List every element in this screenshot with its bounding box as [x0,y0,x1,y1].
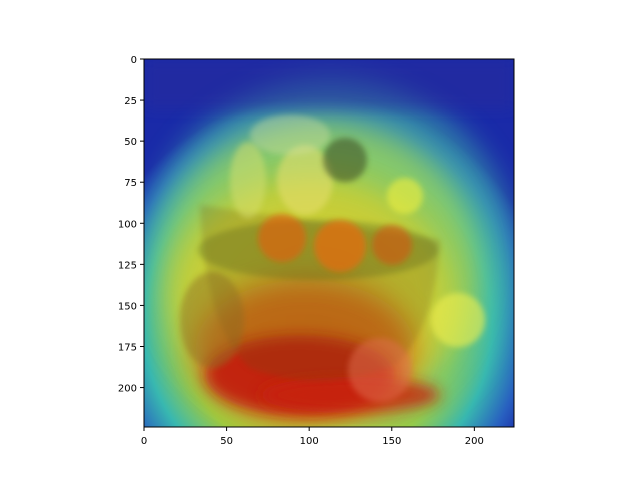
y-tick-label: 150 [118,301,137,312]
heatmap-image [144,59,514,427]
x-tick-label: 200 [465,436,484,447]
y-tick-label: 25 [124,96,137,107]
y-tick-label: 125 [118,260,137,271]
y-tick-label: 0 [131,55,137,66]
x-tick-label: 0 [141,436,147,447]
basket-photo [180,115,485,402]
x-axis-ticks: 0 50 100 150 200 [141,427,484,447]
x-tick-label: 150 [382,436,401,447]
y-tick-label: 100 [118,219,137,230]
x-tick-label: 50 [220,436,233,447]
y-axis-ticks: 0 25 50 75 100 125 150 175 200 [118,55,144,395]
y-tick-label: 50 [124,137,137,148]
x-tick-label: 100 [300,436,319,447]
plot-frame [143,58,515,428]
y-tick-label: 175 [118,343,137,354]
y-tick-label: 75 [124,178,137,189]
y-tick-label: 200 [118,384,137,395]
